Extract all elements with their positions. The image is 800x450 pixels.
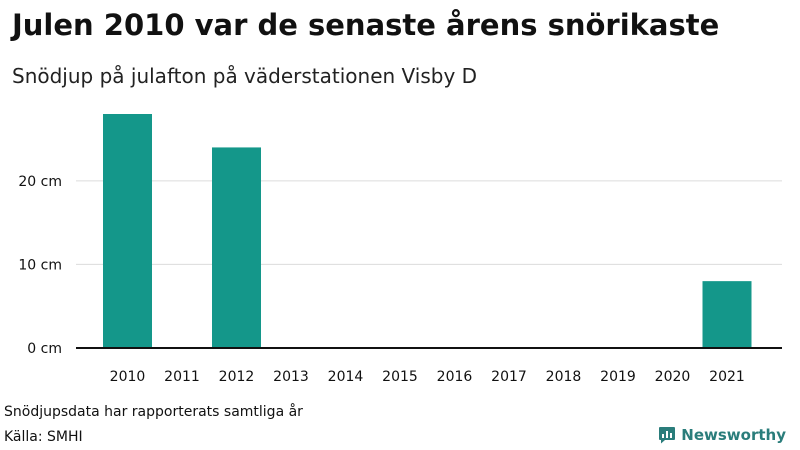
y-tick-label: 10 cm (18, 257, 62, 273)
chart-title: Julen 2010 var de senaste årens snörikas… (12, 8, 720, 42)
y-tick-label: 20 cm (18, 174, 62, 190)
bar (702, 281, 752, 348)
x-tick-label: 2015 (382, 369, 418, 385)
y-tick-label: 0 cm (27, 341, 62, 357)
bars (103, 114, 752, 348)
footnote: Snödjupsdata har rapporterats samtliga å… (4, 404, 303, 420)
bar (212, 147, 261, 348)
newsworthy-logo-icon (659, 427, 676, 444)
x-tick-label: 2021 (709, 369, 745, 385)
brand-name: Newsworthy (681, 426, 786, 444)
x-tick-label: 2016 (437, 369, 473, 385)
x-tick-label: 2020 (655, 369, 691, 385)
x-tick-label: 2018 (546, 369, 582, 385)
x-tick-label: 2011 (164, 369, 200, 385)
gridlines (76, 180, 782, 265)
brand-logo[interactable]: Newsworthy (658, 426, 786, 444)
x-tick-label: 2013 (273, 369, 309, 385)
y-axis-tick-labels: 0 cm 10 cm 20 cm (18, 174, 62, 357)
x-tick-label: 2010 (110, 369, 146, 385)
x-tick-label: 2014 (328, 369, 364, 385)
bar (103, 114, 152, 348)
source-note: Källa: SMHI (4, 429, 83, 445)
x-tick-label: 2019 (600, 369, 636, 385)
x-tick-label: 2017 (491, 369, 527, 385)
chart-subtitle: Snödjup på julafton på väderstationen Vi… (12, 64, 478, 88)
x-tick-label: 2012 (219, 369, 255, 385)
x-axis-tick-labels: 2010 2011 2012 2013 2014 2015 2016 2017 2018 2019… (110, 369, 745, 385)
